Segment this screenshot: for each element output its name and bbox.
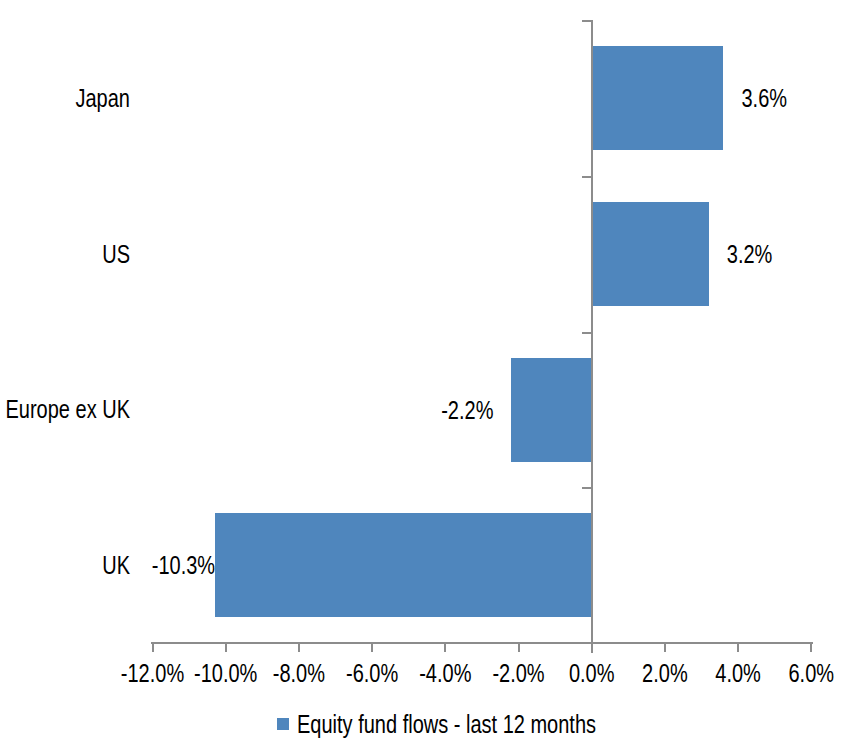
data-label: 3.6% bbox=[741, 85, 787, 111]
legend-swatch-icon bbox=[277, 718, 289, 730]
bar-japan bbox=[592, 46, 724, 150]
value-axis-tick bbox=[737, 642, 739, 652]
bar-us bbox=[592, 202, 709, 306]
category-axis-tick bbox=[582, 487, 591, 489]
value-axis-tick-label: 6.0% bbox=[766, 660, 852, 686]
category-label: Japan bbox=[0, 85, 130, 111]
data-label: 3.2% bbox=[727, 241, 773, 267]
data-label-text: -2.2% bbox=[441, 392, 493, 427]
value-axis-tick-label-text: 6.0% bbox=[789, 656, 835, 691]
value-axis-tick bbox=[664, 642, 666, 652]
value-axis-tick bbox=[591, 642, 593, 652]
value-axis-tick bbox=[810, 642, 812, 652]
bar-uk bbox=[215, 513, 592, 617]
value-axis-tick-label-text: -6.0% bbox=[346, 656, 398, 691]
category-label-text: Europe ex UK bbox=[5, 392, 130, 427]
value-axis-tick-label-text: 4.0% bbox=[715, 656, 761, 691]
value-axis-tick bbox=[518, 642, 520, 652]
category-label-text: Japan bbox=[76, 81, 131, 116]
category-axis-tick bbox=[582, 176, 591, 178]
legend-label: Equity fund flows - last 12 months bbox=[297, 707, 596, 742]
category-axis-line bbox=[591, 20, 593, 653]
value-axis-tick-label-text: 2.0% bbox=[642, 656, 688, 691]
equity-fund-flows-bar-chart: Equity fund flows - last 12 months Japan… bbox=[0, 0, 852, 747]
value-axis-tick-label-text: -10.0% bbox=[194, 656, 257, 691]
data-label-text: 3.2% bbox=[727, 236, 773, 271]
value-axis-tick-label-text: -12.0% bbox=[121, 656, 184, 691]
category-label-text: US bbox=[102, 236, 130, 271]
value-axis-tick bbox=[371, 642, 373, 652]
value-axis-line bbox=[151, 642, 814, 644]
data-label: -10.3% bbox=[152, 552, 215, 578]
value-axis-tick-label-text: -8.0% bbox=[273, 656, 325, 691]
value-axis-tick-label-text: -2.0% bbox=[492, 656, 544, 691]
bar-europe-ex-uk bbox=[511, 358, 592, 462]
category-axis-tick bbox=[582, 20, 591, 22]
value-axis-tick bbox=[298, 642, 300, 652]
data-label-text: -10.3% bbox=[152, 548, 215, 583]
category-label: US bbox=[0, 241, 130, 267]
data-label: -2.2% bbox=[441, 397, 493, 423]
data-label-text: 3.6% bbox=[741, 81, 787, 116]
value-axis-tick bbox=[152, 642, 154, 652]
value-axis-tick-label-text: 0.0% bbox=[569, 656, 615, 691]
value-axis-tick bbox=[225, 642, 227, 652]
category-label-text: UK bbox=[102, 548, 130, 583]
value-axis-tick bbox=[444, 642, 446, 652]
category-axis-tick bbox=[582, 332, 591, 334]
legend: Equity fund flows - last 12 months bbox=[277, 711, 596, 737]
category-label: Europe ex UK bbox=[0, 396, 130, 422]
category-label: UK bbox=[0, 552, 130, 578]
value-axis-tick-label-text: -4.0% bbox=[419, 656, 471, 691]
